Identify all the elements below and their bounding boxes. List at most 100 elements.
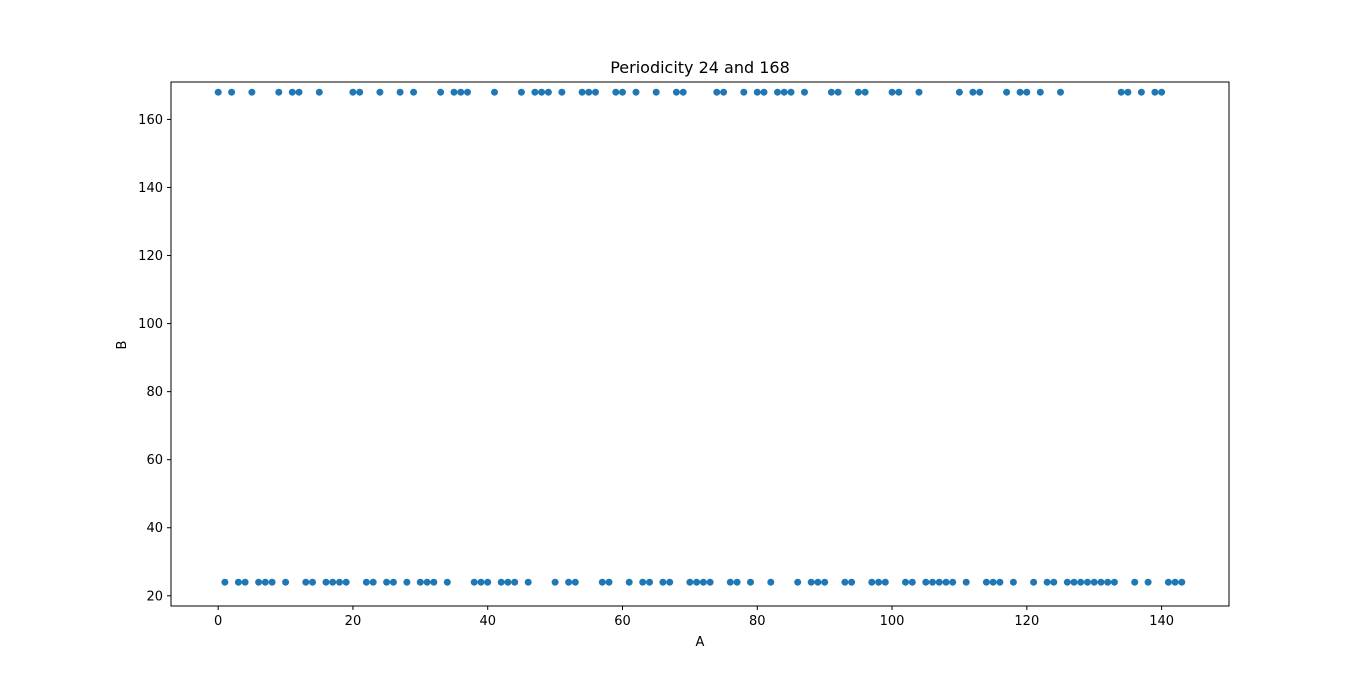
data-point-low: [666, 578, 674, 586]
data-point-high: [827, 88, 835, 96]
data-point-low: [875, 578, 883, 586]
data-point-high: [740, 88, 748, 96]
data-point-low: [605, 578, 613, 586]
data-point-low: [598, 578, 606, 586]
data-point-low: [848, 578, 856, 586]
data-point-low: [504, 578, 512, 586]
data-point-high: [437, 88, 445, 96]
data-point-high: [619, 88, 626, 96]
data-point-high: [915, 88, 923, 96]
data-point-high: [1016, 88, 1024, 96]
data-point-low: [1063, 578, 1071, 586]
data-point-low: [1090, 578, 1098, 586]
data-point-high: [517, 88, 525, 96]
data-point-low: [524, 578, 532, 586]
data-point-low: [908, 578, 916, 586]
data-point-high: [1124, 88, 1132, 96]
y-tick-label: 40: [146, 521, 163, 536]
data-point-low: [511, 578, 519, 586]
y-tick-label: 140: [138, 181, 163, 196]
data-point-low: [942, 578, 950, 586]
data-point-high: [713, 88, 721, 96]
data-point-low: [302, 578, 310, 586]
data-point-low: [686, 578, 694, 586]
data-point-high: [612, 88, 620, 96]
data-point-high: [632, 88, 640, 96]
data-point-low: [383, 578, 391, 586]
x-axis-label: A: [696, 635, 705, 650]
data-point-low: [881, 578, 889, 586]
data-point-low: [484, 578, 492, 586]
data-point-high: [854, 88, 862, 96]
data-point-low: [922, 578, 930, 586]
data-point-low: [1178, 578, 1186, 586]
data-point-high: [592, 88, 599, 96]
data-point-low: [726, 578, 734, 586]
data-point-low: [1144, 578, 1152, 586]
x-tick-label: 120: [1014, 614, 1039, 629]
data-point-high: [801, 88, 808, 96]
data-point-high: [672, 88, 680, 96]
data-point-low: [416, 578, 424, 586]
data-point-high: [888, 88, 896, 96]
data-point-high: [976, 88, 984, 96]
x-tick-label: 140: [1149, 614, 1174, 629]
data-point-low: [477, 578, 485, 586]
data-point-high: [861, 88, 869, 96]
data-point-low: [625, 578, 633, 586]
data-point-high: [376, 88, 384, 96]
data-point-high: [410, 88, 418, 96]
data-point-low: [362, 578, 370, 586]
y-tick-label: 80: [146, 385, 163, 400]
x-tick-label: 60: [614, 614, 631, 629]
data-point-low: [1097, 578, 1105, 586]
data-point-low: [571, 578, 579, 586]
data-point-low: [221, 578, 229, 586]
data-point-low: [693, 578, 701, 586]
data-point-low: [1050, 578, 1058, 586]
data-point-low: [1110, 578, 1118, 586]
data-point-low: [935, 578, 943, 586]
data-point-high: [396, 88, 404, 96]
data-points: [214, 88, 1186, 586]
data-point-low: [1131, 578, 1139, 586]
data-point-low: [329, 578, 337, 586]
data-point-low: [241, 578, 249, 586]
data-point-low: [551, 578, 559, 586]
x-tick-label: 40: [479, 614, 496, 629]
data-point-low: [699, 578, 707, 586]
y-tick-label: 160: [138, 113, 163, 128]
data-point-high: [349, 88, 357, 96]
data-point-high: [780, 88, 788, 96]
data-point-low: [962, 578, 970, 586]
data-point-low: [1104, 578, 1112, 586]
data-point-high: [544, 88, 552, 96]
data-point-low: [268, 578, 276, 586]
data-point-low: [841, 578, 849, 586]
data-point-high: [1057, 88, 1064, 96]
x-tick-label: 20: [345, 614, 362, 629]
data-point-low: [336, 578, 343, 586]
data-point-low: [322, 578, 330, 586]
data-point-high: [228, 88, 236, 96]
data-point-low: [949, 578, 957, 586]
data-point-high: [585, 88, 593, 96]
data-point-low: [1030, 578, 1038, 586]
data-point-high: [760, 88, 768, 96]
data-point-high: [214, 88, 222, 96]
data-point-low: [423, 578, 431, 586]
data-point-high: [295, 88, 303, 96]
data-point-high: [538, 88, 546, 96]
data-point-low: [733, 578, 741, 586]
data-point-low: [814, 578, 822, 586]
data-point-low: [1171, 578, 1179, 586]
y-axis-label: B: [115, 341, 130, 350]
x-tick-label: 0: [214, 614, 222, 629]
data-point-high: [753, 88, 761, 96]
data-point-low: [470, 578, 478, 586]
data-point-low: [767, 578, 775, 586]
data-point-low: [706, 578, 714, 586]
y-tick-label: 120: [138, 249, 163, 264]
data-point-high: [1137, 88, 1145, 96]
